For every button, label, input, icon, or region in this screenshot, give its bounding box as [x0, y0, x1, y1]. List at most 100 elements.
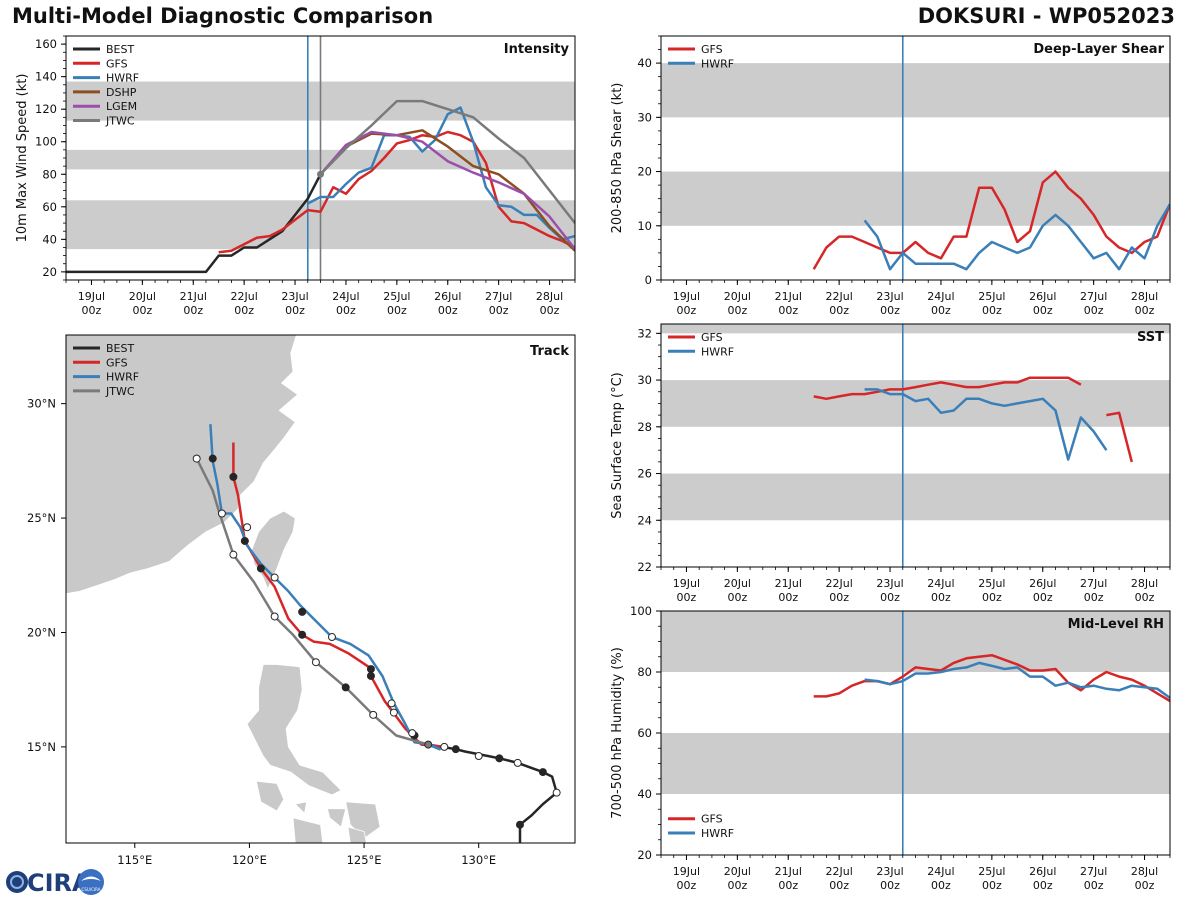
x-tick-label: 00z [727, 591, 747, 604]
logo-badge-text: CSU/CIRA [82, 887, 101, 892]
threshold-band [661, 611, 1170, 672]
track-position-marker [229, 550, 238, 559]
series-line-best [66, 173, 322, 274]
x-tick-label: 00z [285, 304, 305, 317]
logo-globe-icon [6, 871, 28, 893]
y-tick-label: 160 [35, 37, 57, 51]
threshold-band [661, 733, 1170, 794]
x-tick-label: 22Jul [826, 865, 853, 878]
x-tick-label: 28Jul [1131, 577, 1158, 590]
x-tick-label: 27Jul [1080, 577, 1107, 590]
x-tick-label: 27Jul [1080, 290, 1107, 303]
x-tick-label: 24Jul [927, 577, 954, 590]
y-axis-label: 700-500 hPa Humidity (%) [610, 647, 625, 819]
legend-label: HWRF [106, 371, 139, 384]
x-tick-label: 00z [489, 304, 509, 317]
y-axis-label: Sea Surface Temp (°C) [610, 372, 625, 519]
x-tick-label: 120°E [232, 853, 267, 867]
x-tick-label: 19Jul [673, 577, 700, 590]
y-tick-label: 60 [42, 200, 57, 214]
x-tick-label: 00z [677, 304, 697, 317]
panel-title: Mid-Level RH [1068, 617, 1164, 632]
x-tick-label: 19Jul [673, 865, 700, 878]
axes-frame [65, 334, 576, 844]
series-line-gfs [1106, 411, 1134, 463]
threshold-band [661, 473, 1170, 521]
x-tick-label: 00z [438, 304, 458, 317]
panay-island [292, 817, 324, 843]
x-tick-label: 00z [1033, 879, 1053, 892]
x-tick-label: 19Jul [673, 290, 700, 303]
legend-label: GFS [701, 331, 723, 344]
rh-panel: 2040608010019Jul00z20Jul00z21Jul00z22Jul… [610, 604, 1171, 892]
track-position-marker [387, 699, 396, 708]
x-tick-label: 00z [829, 591, 849, 604]
y-tick-label: 60 [637, 726, 652, 740]
romblon-island [294, 801, 308, 815]
storm-id-title: DOKSURI - WP052023 [917, 4, 1175, 28]
series-line-dshp [319, 129, 575, 252]
legend-label: JTWC [105, 115, 135, 128]
series-line-gfs [218, 130, 575, 254]
intensity-panel: 2040608010012014016019Jul00z20Jul00z21Ju… [15, 35, 576, 317]
x-tick-label: 25Jul [383, 290, 410, 303]
y-tick-label: 32 [637, 326, 652, 340]
x-tick-label: 00z [387, 304, 407, 317]
legend-label: LGEM [106, 100, 137, 113]
legend-label: GFS [701, 43, 723, 56]
y-tick-label: 100 [630, 604, 652, 618]
x-tick-label: 21Jul [775, 865, 802, 878]
track-position-marker [240, 536, 249, 545]
y-tick-label: 10 [637, 219, 652, 233]
x-tick-label: 00z [677, 879, 697, 892]
track-position-marker [341, 683, 350, 692]
y-tick-label: 30 [637, 110, 652, 124]
land-masses [66, 335, 381, 843]
y-tick-label: 30 [637, 373, 652, 387]
series-line-gfs [812, 170, 1170, 270]
x-tick-label: 00z [677, 591, 697, 604]
threshold-band [661, 324, 1170, 334]
shear-panel: 01020304019Jul00z20Jul00z21Jul00z22Jul00… [610, 35, 1171, 317]
track-position-marker [217, 509, 226, 518]
x-tick-label: 00z [234, 304, 254, 317]
legend-label: JTWC [105, 385, 135, 398]
x-tick-label: 00z [1135, 591, 1155, 604]
x-tick-label: 00z [1135, 304, 1155, 317]
x-tick-label: 20Jul [129, 290, 156, 303]
y-tick-label: 24 [637, 513, 652, 527]
x-tick-label: 00z [931, 879, 951, 892]
y-tick-label: 40 [637, 787, 652, 801]
x-tick-label: 21Jul [775, 290, 802, 303]
track-position-marker [366, 665, 375, 674]
x-tick-label: 00z [880, 879, 900, 892]
x-tick-label: 115°E [117, 853, 152, 867]
y-tick-label: 15°N [27, 740, 56, 754]
x-tick-label: 00z [727, 304, 747, 317]
x-tick-label: 19Jul [78, 290, 105, 303]
figure-title: Multi-Model Diagnostic Comparison [12, 4, 434, 28]
x-tick-label: 00z [336, 304, 356, 317]
track-line-jtwc [195, 458, 429, 746]
x-tick-label: 00z [132, 304, 152, 317]
x-tick-label: 20Jul [724, 577, 751, 590]
y-tick-label: 20 [637, 165, 652, 179]
y-tick-label: 22 [637, 560, 652, 574]
series-line-hwrf [864, 661, 1170, 699]
x-tick-label: 00z [778, 591, 798, 604]
x-tick-label: 20Jul [724, 290, 751, 303]
track-position-marker [298, 630, 307, 639]
series-line-hwrf [307, 106, 575, 241]
y-tick-label: 80 [637, 665, 652, 679]
y-tick-label: 26 [637, 467, 652, 481]
legend-label: GFS [701, 813, 723, 826]
x-tick-label: 130°E [461, 853, 496, 867]
legend-label: DSHP [106, 86, 137, 99]
y-tick-label: 100 [35, 135, 57, 149]
cira-logo: CIRA CSU/CIRA [6, 869, 104, 897]
x-tick-label: 00z [880, 304, 900, 317]
y-tick-label: 40 [42, 232, 57, 246]
track-position-marker [389, 708, 398, 717]
